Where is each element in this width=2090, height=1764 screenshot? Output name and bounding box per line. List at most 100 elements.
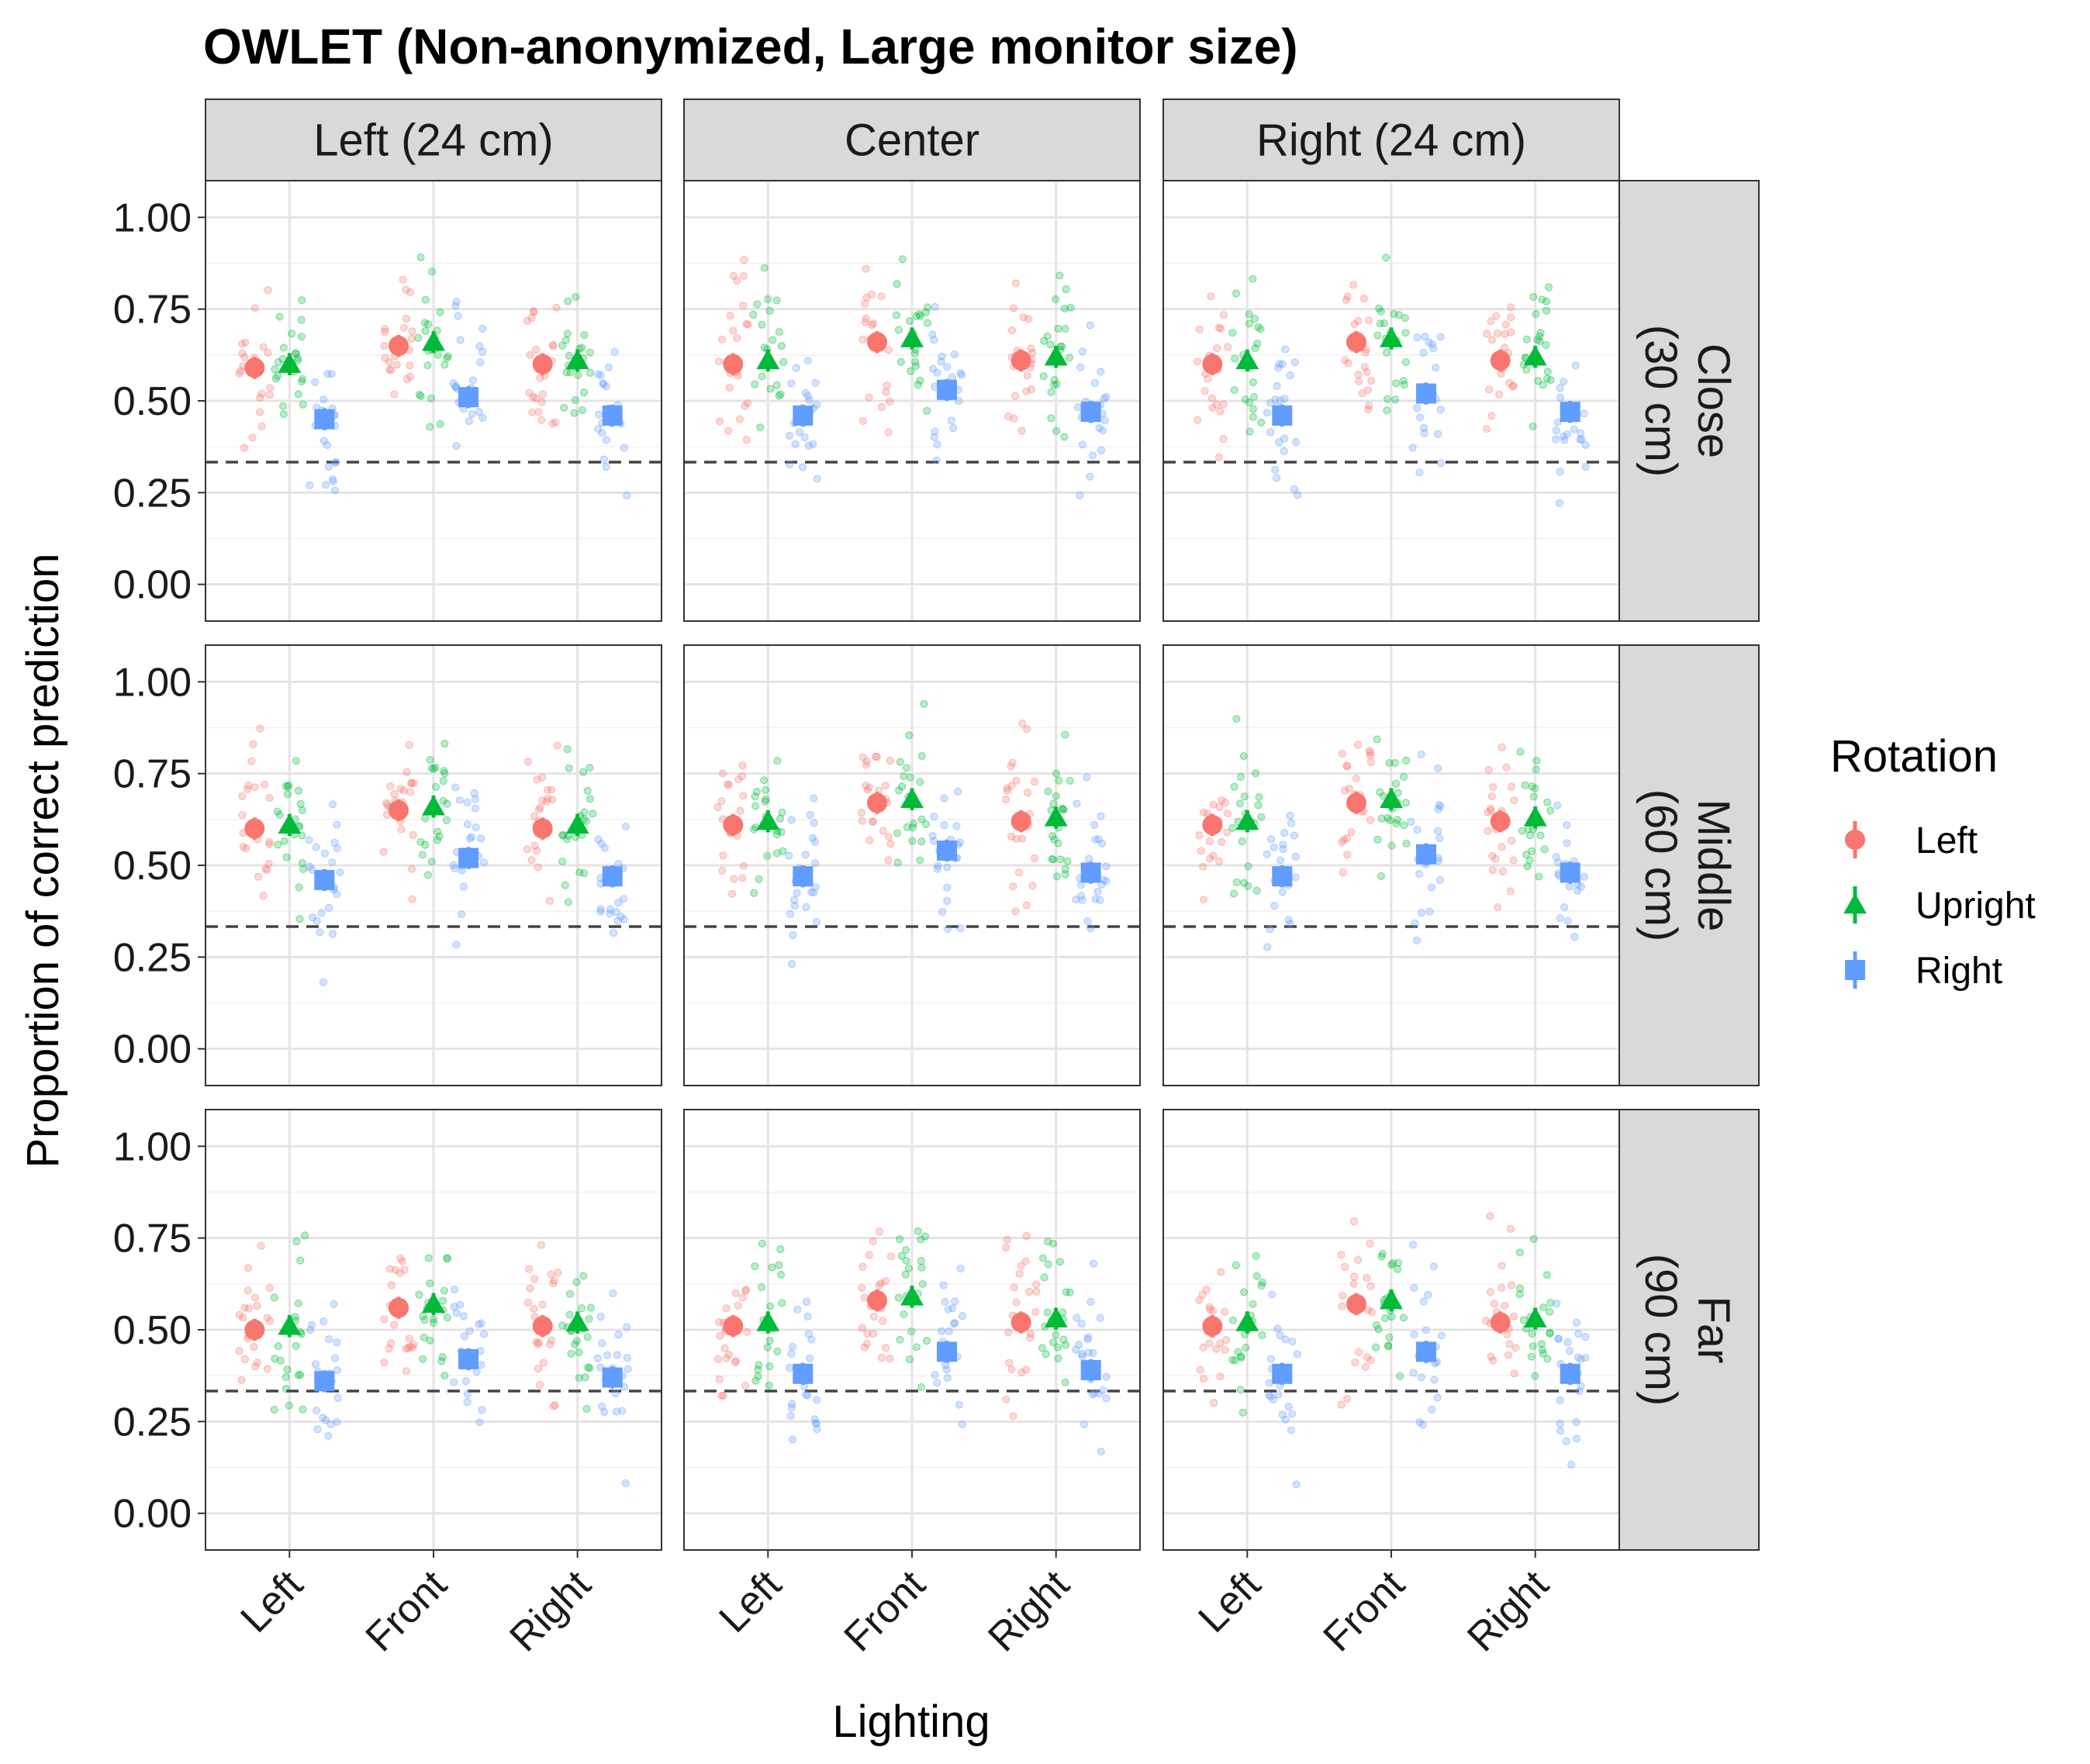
raw-observation-point <box>295 883 303 892</box>
raw-observation-point <box>292 1238 301 1246</box>
raw-observation-point <box>1349 281 1358 289</box>
raw-observation-point <box>1240 792 1249 801</box>
raw-observation-point <box>535 1338 544 1347</box>
raw-observation-point <box>1052 1331 1060 1339</box>
raw-observation-point <box>803 392 812 400</box>
raw-observation-point <box>564 898 572 906</box>
raw-observation-point <box>739 271 748 280</box>
raw-observation-point <box>1524 825 1532 834</box>
raw-observation-point <box>431 763 440 772</box>
mean-point <box>602 405 623 426</box>
raw-observation-point <box>1388 1259 1397 1268</box>
raw-observation-point <box>333 1365 341 1375</box>
raw-observation-point <box>907 1327 916 1336</box>
raw-observation-point <box>542 797 551 806</box>
raw-observation-point <box>402 314 411 323</box>
raw-observation-point <box>940 794 948 803</box>
raw-observation-point <box>1529 792 1538 801</box>
raw-observation-point <box>1012 834 1021 844</box>
raw-observation-point <box>387 1281 396 1289</box>
raw-observation-point <box>1274 364 1283 372</box>
raw-observation-point <box>586 1303 595 1312</box>
raw-observation-point <box>1278 360 1287 368</box>
raw-observation-point <box>475 1418 484 1427</box>
raw-observation-point <box>1509 381 1518 390</box>
raw-observation-point <box>1542 375 1552 383</box>
raw-observation-point <box>452 442 461 450</box>
raw-observation-point <box>424 1254 433 1262</box>
raw-observation-point <box>1407 817 1415 826</box>
raw-observation-point <box>436 308 444 316</box>
raw-observation-point <box>408 1343 417 1351</box>
mean-point <box>244 357 265 378</box>
legend-key-circle <box>1845 830 1865 850</box>
raw-observation-point <box>1238 1408 1247 1417</box>
raw-observation-point <box>1250 314 1259 323</box>
raw-observation-point <box>1009 882 1017 891</box>
raw-observation-point <box>1279 845 1287 854</box>
raw-observation-point <box>800 433 809 442</box>
raw-observation-point <box>1084 1348 1093 1357</box>
raw-observation-point <box>768 1263 776 1272</box>
raw-observation-point <box>921 308 930 316</box>
raw-observation-point <box>877 1354 886 1362</box>
raw-observation-point <box>1102 1372 1111 1381</box>
raw-observation-point <box>954 787 962 796</box>
raw-observation-point <box>1063 857 1072 865</box>
raw-observation-point <box>941 1297 949 1307</box>
raw-observation-point <box>1242 1343 1250 1352</box>
raw-observation-point <box>1428 340 1436 348</box>
raw-observation-point <box>459 882 468 891</box>
raw-observation-point <box>1091 835 1100 844</box>
raw-observation-point <box>1090 820 1099 829</box>
raw-observation-point <box>1352 775 1360 783</box>
raw-observation-point <box>1287 1426 1296 1434</box>
mean-point <box>867 1290 887 1311</box>
raw-observation-point <box>933 865 941 873</box>
raw-observation-point <box>404 1344 413 1352</box>
raw-observation-point <box>380 341 389 350</box>
mean-point <box>1044 345 1068 366</box>
raw-observation-point <box>958 371 966 379</box>
raw-observation-point <box>1556 1419 1564 1428</box>
raw-observation-point <box>467 833 475 841</box>
raw-observation-point <box>1268 1290 1276 1300</box>
raw-observation-point <box>1552 853 1560 861</box>
raw-observation-point <box>1221 1345 1229 1355</box>
legend-title: Rotation <box>1830 731 1998 782</box>
raw-observation-point <box>1575 1387 1584 1396</box>
raw-observation-point <box>1415 870 1424 879</box>
raw-observation-point <box>565 1289 574 1299</box>
raw-observation-point <box>381 325 389 333</box>
raw-observation-point <box>1361 348 1370 357</box>
raw-observation-point <box>320 849 330 858</box>
raw-observation-point <box>1204 375 1212 383</box>
raw-observation-point <box>908 837 917 845</box>
raw-observation-point <box>810 794 818 803</box>
raw-observation-point <box>244 785 252 793</box>
raw-observation-point <box>786 1363 794 1372</box>
raw-observation-point <box>580 808 589 816</box>
raw-observation-point <box>1209 800 1218 809</box>
raw-observation-point <box>751 1376 760 1385</box>
raw-observation-point <box>732 1356 741 1365</box>
raw-observation-point <box>1433 1393 1442 1402</box>
raw-observation-point <box>399 275 407 284</box>
raw-observation-point <box>947 416 955 425</box>
mean-point <box>1380 1289 1403 1310</box>
raw-observation-point <box>433 827 442 836</box>
raw-observation-point <box>1551 435 1560 444</box>
raw-observation-point <box>1484 765 1493 774</box>
raw-observation-point <box>409 1340 418 1349</box>
raw-observation-point <box>753 300 762 309</box>
raw-observation-point <box>244 1264 253 1272</box>
raw-observation-point <box>893 280 901 288</box>
raw-observation-point <box>1577 435 1586 444</box>
raw-observation-point <box>1506 887 1515 896</box>
raw-observation-point <box>788 1342 797 1351</box>
raw-observation-point <box>1567 1460 1576 1469</box>
raw-observation-point <box>1212 400 1221 409</box>
mean-point <box>793 405 814 426</box>
raw-observation-point <box>538 390 548 399</box>
raw-observation-point <box>1563 430 1571 439</box>
